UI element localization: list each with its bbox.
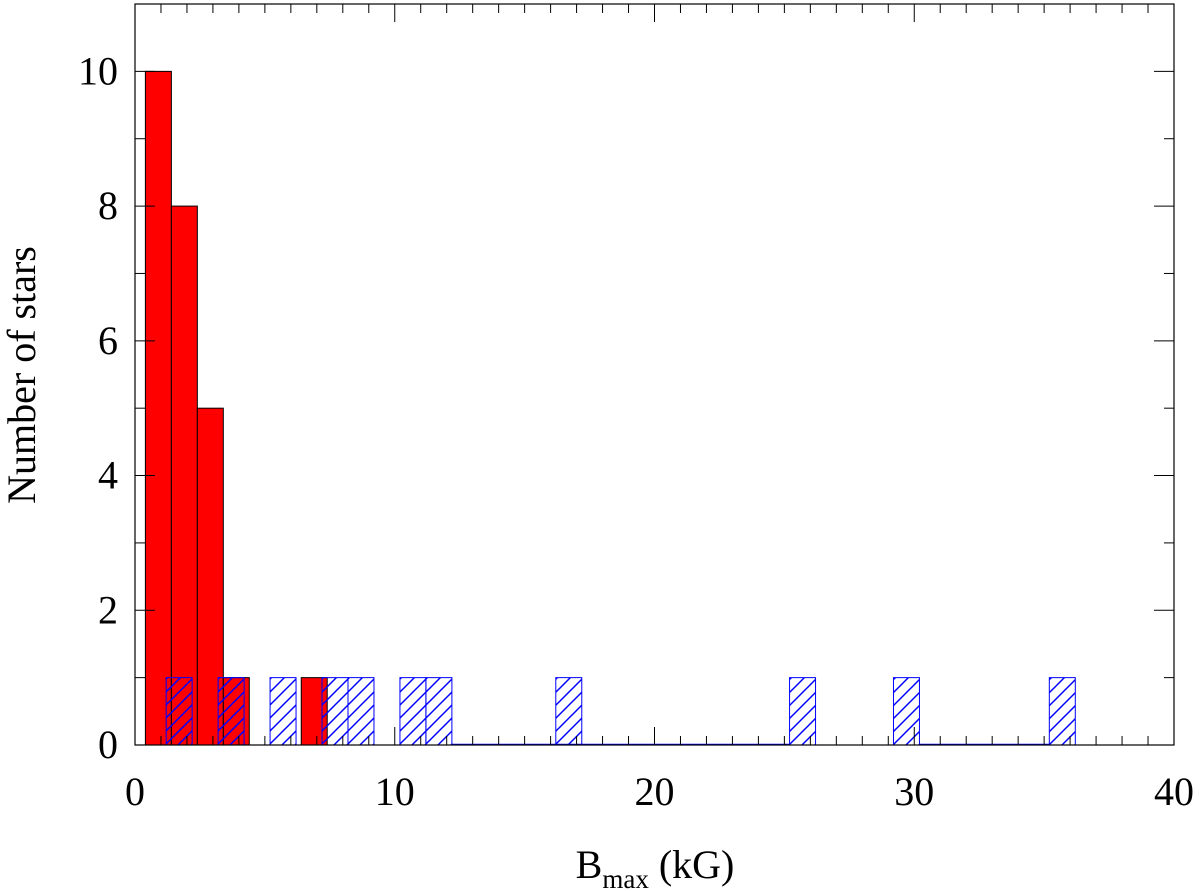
x-tick-label: 10 (375, 769, 415, 814)
x-axis-label-main: B (576, 842, 603, 887)
x-tick-label: 20 (635, 769, 675, 814)
x-axis-label-unit: (kG) (649, 842, 735, 887)
hatched-bar-10 (1048, 677, 1076, 746)
hatched-bar-2 (269, 677, 297, 746)
y-tick-label: 0 (98, 722, 118, 767)
axis-ticks (134, 3, 1175, 746)
hatched-bar-4 (347, 677, 375, 746)
tick-labels: 0 10 20 30 40 0 2 4 6 8 10 (78, 48, 1194, 814)
hatched-bar-0 (165, 677, 193, 746)
hatched-bar-1 (217, 677, 245, 746)
hatched-bar-9 (892, 677, 920, 746)
x-tick-label: 30 (894, 769, 934, 814)
x-tick-label: 40 (1154, 769, 1194, 814)
solid-series-bars (144, 70, 328, 746)
y-tick-label: 2 (98, 587, 118, 632)
hatched-bar-8 (789, 677, 817, 746)
x-axis-label: Bmax (kG) (576, 842, 735, 891)
y-axis-label: Number of stars (0, 246, 44, 504)
y-tick-label: 6 (98, 318, 118, 363)
hatched-bar-3 (321, 677, 349, 746)
x-axis-label-subscript: max (602, 864, 649, 891)
hatched-series-bars (165, 677, 1076, 746)
hatched-bar-6 (425, 677, 453, 746)
y-tick-label: 10 (78, 48, 118, 93)
solid-bar-1 (170, 205, 198, 746)
y-tick-label: 4 (98, 453, 118, 498)
plot-frame (134, 3, 1175, 746)
hatched-bar-5 (399, 677, 427, 746)
y-tick-label: 8 (98, 183, 118, 228)
x-tick-label: 0 (125, 769, 145, 814)
solid-bar-0 (144, 70, 172, 746)
hatched-bar-7 (555, 677, 583, 746)
